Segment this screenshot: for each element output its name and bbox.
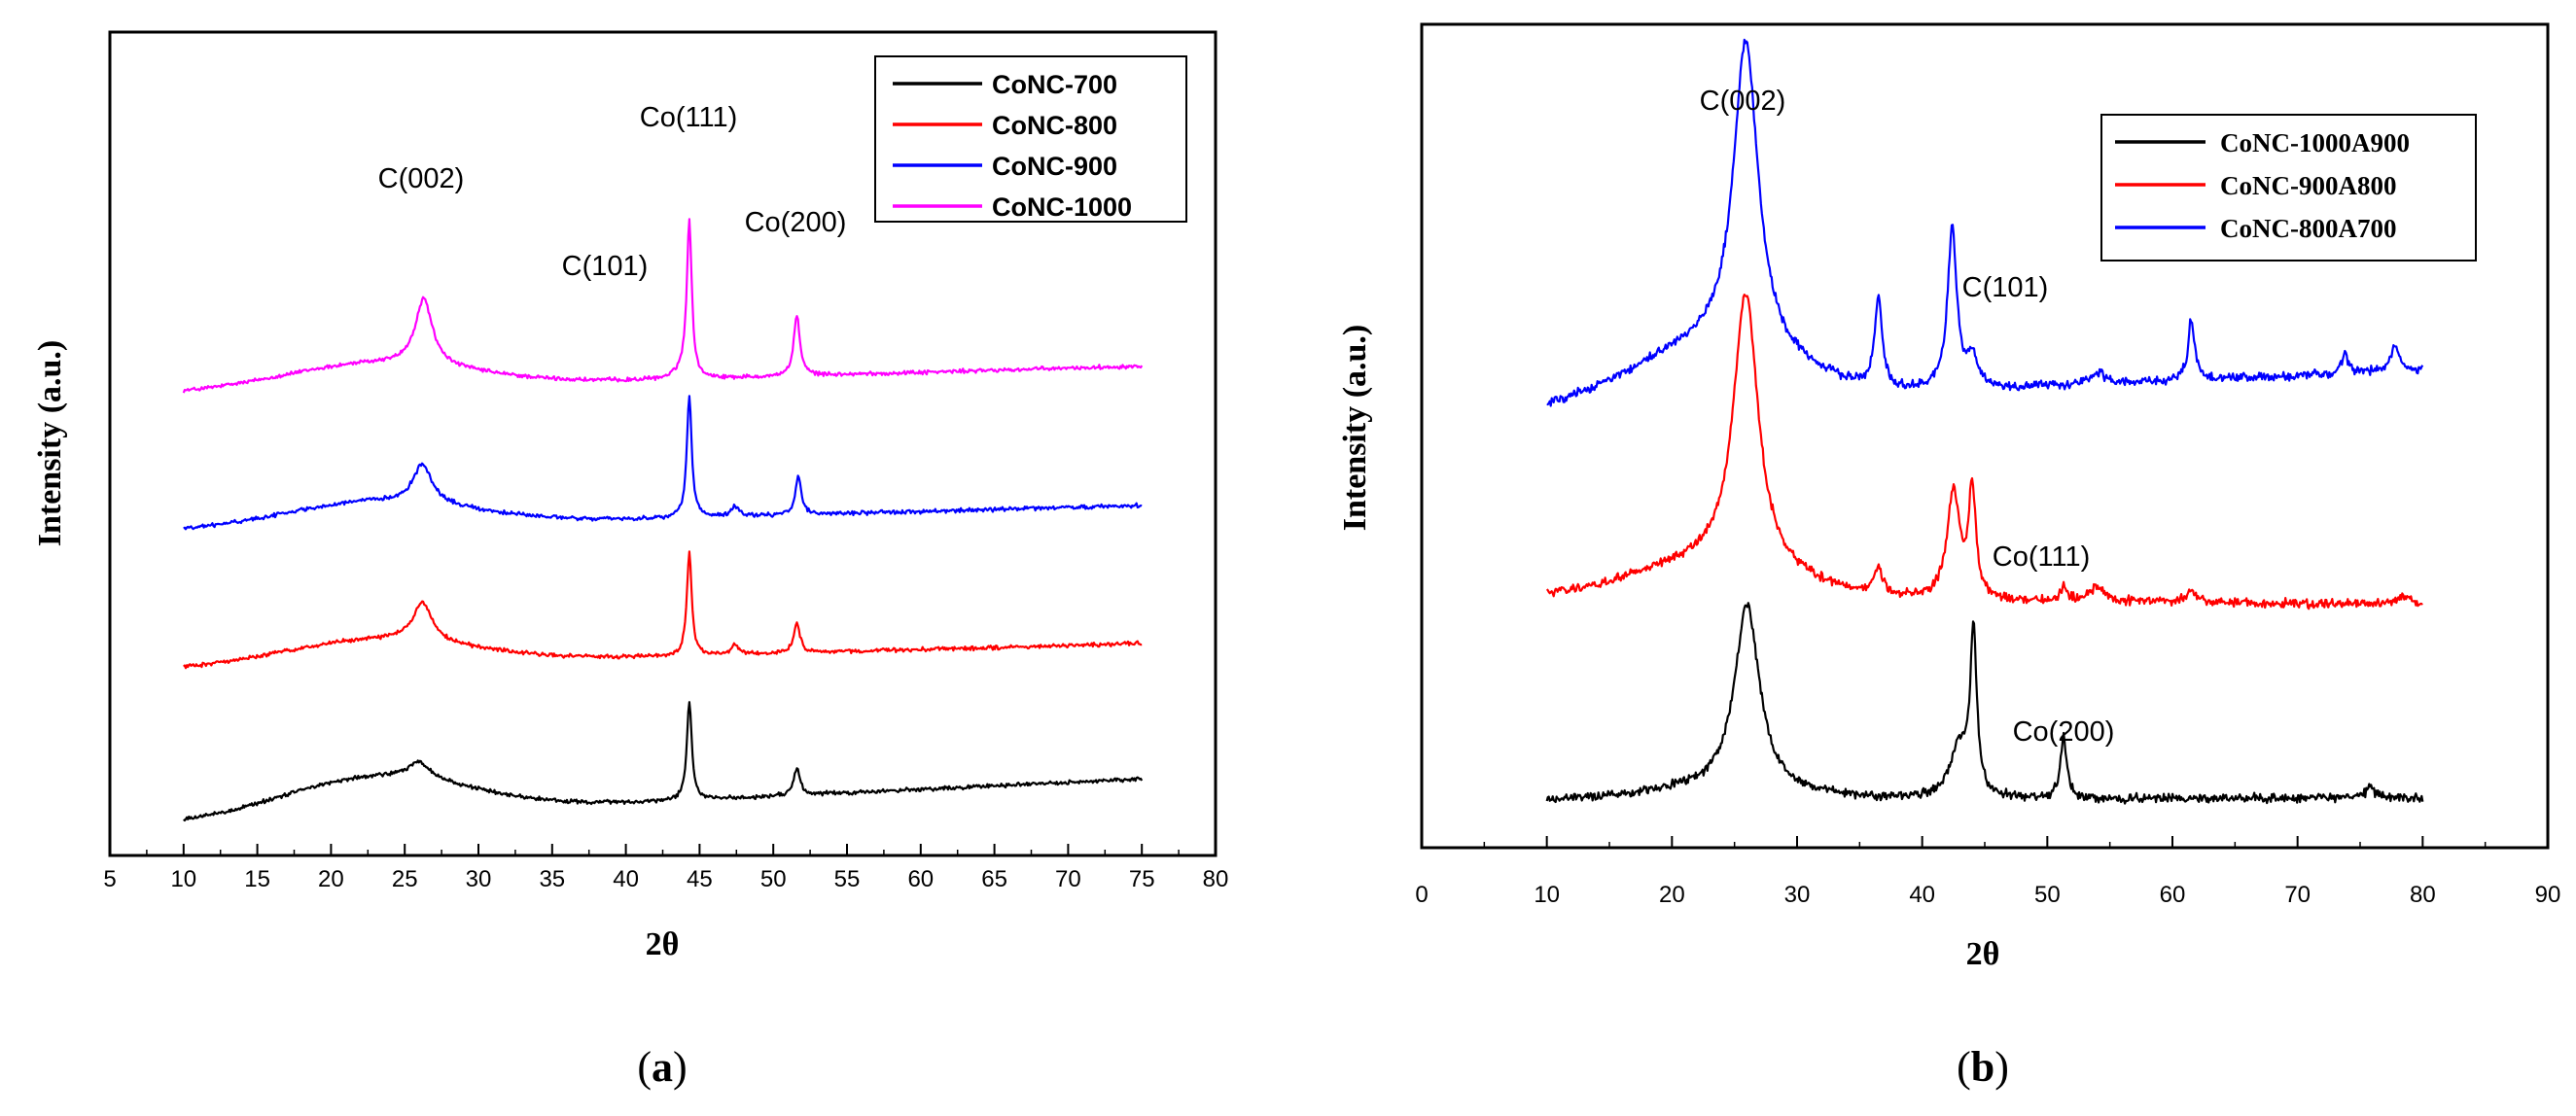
x-tick-label: 90 bbox=[2535, 882, 2561, 908]
peak-label: C(101) bbox=[562, 251, 649, 282]
panel-a-series bbox=[182, 218, 1144, 822]
panel-b-y-axis-title: Intensity (a.u.) bbox=[1337, 325, 1373, 532]
x-tick-label: 70 bbox=[1055, 866, 1081, 892]
panel-b-legend-frame bbox=[2100, 114, 2477, 262]
x-tick-label: 80 bbox=[2410, 882, 2436, 908]
peak-label: Co(111) bbox=[640, 102, 737, 133]
panel-a-legend: CoNC-700 CoNC-800 CoNC-900 CoNC-1000 bbox=[874, 55, 1187, 223]
peak-label: C(002) bbox=[378, 163, 465, 194]
series-line-CoNC-900 bbox=[183, 395, 1143, 531]
panel-b-series bbox=[1545, 38, 2424, 805]
series-line-CoNC-1000A900 bbox=[1545, 602, 2424, 805]
x-tick-label: 20 bbox=[1659, 882, 1685, 908]
series-line-CoNC-800 bbox=[183, 550, 1143, 670]
panel-a-y-axis-title: Intensity (a.u.) bbox=[32, 340, 68, 547]
peak-label: C(002) bbox=[1700, 86, 1786, 117]
series-line-CoNC-1000 bbox=[182, 218, 1144, 394]
x-tick-label: 50 bbox=[2034, 882, 2061, 908]
panel-a-x-axis-title: 2θ bbox=[646, 926, 680, 962]
legend-label: CoNC-900 bbox=[992, 152, 1117, 181]
x-tick-label: 50 bbox=[760, 866, 787, 892]
x-tick-label: 80 bbox=[1203, 866, 1229, 892]
x-tick-label: 0 bbox=[1415, 882, 1428, 908]
panel-b-legend: CoNC-1000A900 CoNC-900A800 CoNC-800A700 bbox=[2100, 114, 2477, 262]
peak-label: Co(200) bbox=[745, 207, 847, 238]
panel-b: 0 10 20 30 40 50 60 70 80 90 C(002)C(101)Co(111)C… bbox=[1337, 22, 2560, 1091]
series-line-CoNC-800A700 bbox=[1546, 38, 2424, 407]
panel-a-caption-letter: a bbox=[652, 1043, 673, 1091]
x-tick-label: 70 bbox=[2284, 882, 2311, 908]
x-tick-label: 45 bbox=[687, 866, 713, 892]
x-tick-label: 20 bbox=[318, 866, 344, 892]
panel-b-x-axis-title: 2θ bbox=[1966, 936, 2000, 972]
x-tick-label: 25 bbox=[392, 866, 418, 892]
legend-label: CoNC-900A800 bbox=[2220, 171, 2397, 200]
panel-b-caption-letter: b bbox=[1971, 1043, 1994, 1091]
x-tick-label: 60 bbox=[2160, 882, 2186, 908]
panel-b-annotations: C(002) C(101) Co(111) Co(200) bbox=[1700, 86, 2115, 748]
x-tick-label: 10 bbox=[1534, 882, 1560, 908]
x-tick-label: 75 bbox=[1129, 866, 1155, 892]
x-tick-label: 40 bbox=[1909, 882, 1935, 908]
legend-label: CoNC-800 bbox=[992, 111, 1117, 140]
x-tick-label: 60 bbox=[907, 866, 934, 892]
peak-label: C(101) bbox=[1962, 272, 2049, 303]
legend-label: CoNC-800A700 bbox=[2220, 214, 2397, 243]
panel-a-x-axis: 5 10 15 20 25 30 35 40 45 50 55 60 65 70 75 80 bbox=[103, 844, 1228, 892]
legend-label: CoNC-700 bbox=[992, 70, 1117, 99]
x-tick-label: 55 bbox=[834, 866, 861, 892]
panel-a-annotations: C(002) C(101) Co(111) Co(200) bbox=[378, 102, 847, 282]
x-tick-label: 15 bbox=[244, 866, 270, 892]
x-tick-label: 65 bbox=[981, 866, 1007, 892]
peak-label: Co(200) bbox=[2013, 716, 2115, 748]
series-line-CoNC-900A800 bbox=[1545, 294, 2423, 610]
legend-label: CoNC-1000A900 bbox=[2220, 128, 2410, 157]
x-tick-label: 40 bbox=[613, 866, 639, 892]
panel-a-caption: (a) bbox=[637, 1043, 687, 1091]
x-tick-label: 5 bbox=[103, 866, 116, 892]
panel-b-x-axis: 0 10 20 30 40 50 60 70 80 90 bbox=[1415, 836, 2560, 908]
x-tick-label: 30 bbox=[466, 866, 492, 892]
legend-label: CoNC-1000 bbox=[992, 192, 1132, 222]
x-tick-label: 35 bbox=[539, 866, 565, 892]
peak-label: Co(111) bbox=[1993, 541, 2090, 573]
series-line-CoNC-700 bbox=[183, 701, 1144, 822]
panel-a: 5 10 15 20 25 30 35 40 45 50 55 60 65 70 75 80 C(002)C(… bbox=[32, 30, 1228, 1091]
panel-b-caption: (b) bbox=[1957, 1043, 2009, 1091]
x-tick-label: 30 bbox=[1784, 882, 1811, 908]
x-tick-label: 10 bbox=[170, 866, 196, 892]
